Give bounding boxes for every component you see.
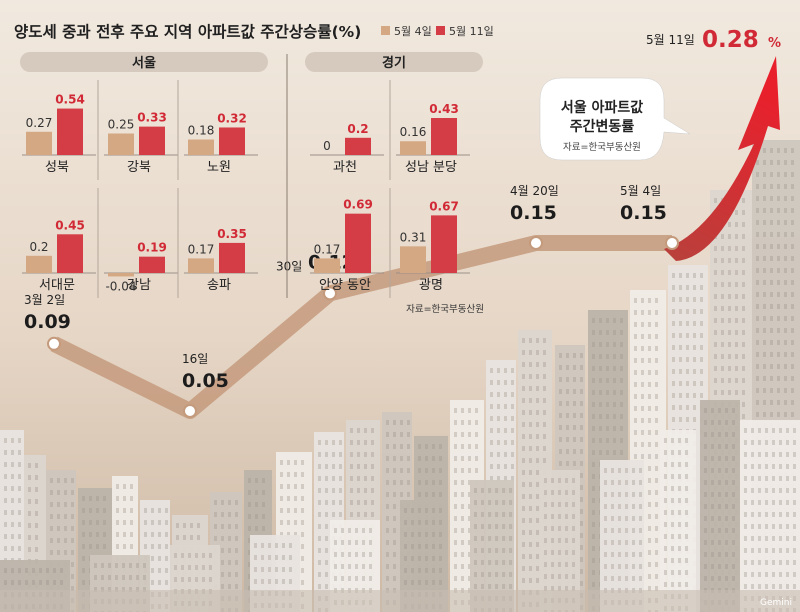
bar-value-label: 0.43 bbox=[429, 102, 459, 116]
bar-value-label: 0 bbox=[323, 139, 331, 153]
bar-group-강북: 0.25 0.33 강북 bbox=[104, 111, 178, 175]
callout-title-line2: 주간변동률 bbox=[570, 118, 635, 135]
bar-group-성북: 0.270.54 성북 bbox=[22, 93, 96, 175]
panel-header-seoul bbox=[20, 52, 268, 72]
bar-may11 bbox=[219, 242, 245, 273]
bar-value-label: 0.54 bbox=[55, 93, 85, 107]
line-date-label: 5월 4일 bbox=[620, 184, 661, 198]
line-point bbox=[665, 236, 679, 250]
bar-value-label: 0.31 bbox=[400, 230, 427, 244]
bar-category-label: 성남 분당 bbox=[405, 160, 457, 175]
bar-group-노원: 0.180.32 노원 bbox=[184, 111, 258, 175]
bar-may11 bbox=[345, 137, 371, 155]
city-skyline bbox=[0, 140, 800, 612]
panel-header-gyeonggi bbox=[305, 52, 483, 72]
bar-may11 bbox=[139, 256, 165, 273]
panel-header-seoul-label: 서울 bbox=[132, 55, 156, 71]
bar-may11 bbox=[345, 213, 371, 273]
bar-group-성남-분당: 0.160.43 성남 분당 bbox=[396, 102, 470, 175]
bar-value-label: 0.67 bbox=[429, 199, 459, 213]
bar-may11 bbox=[57, 234, 83, 273]
bar-category-label: 강북 bbox=[127, 160, 151, 175]
bar-may4 bbox=[108, 273, 134, 277]
watermark: Gemini bbox=[760, 598, 792, 608]
bar-category-label: 노원 bbox=[207, 160, 231, 175]
panel-header-gyeonggi-label: 경기 bbox=[382, 55, 406, 71]
bar-may11 bbox=[139, 126, 165, 155]
bar-may4 bbox=[188, 139, 214, 155]
bar-chart-source: 자료=한국부동산원 bbox=[406, 304, 484, 315]
legend-swatch-may11 bbox=[436, 26, 445, 35]
bar-value-label: 0.2 bbox=[29, 240, 48, 254]
line-date-label: 4월 20일 bbox=[510, 184, 559, 198]
bar-category-label: 과천 bbox=[333, 160, 357, 175]
bar-value-label: 0.35 bbox=[217, 227, 247, 241]
line-unit-label: % bbox=[768, 36, 781, 51]
bar-value-label: 0.18 bbox=[188, 124, 215, 138]
line-point bbox=[47, 336, 61, 351]
line-point bbox=[183, 404, 197, 418]
bar-value-label: 0.27 bbox=[26, 116, 53, 130]
rising-arrow bbox=[664, 56, 780, 261]
bar-group-송파: 0.170.35 송파 bbox=[184, 227, 258, 293]
bar-category-label: 송파 bbox=[207, 278, 231, 293]
line-date-label: 30일 bbox=[276, 259, 302, 273]
line-date-label: 16일 bbox=[182, 352, 208, 366]
bar-may4 bbox=[400, 246, 426, 273]
bar-may11 bbox=[431, 118, 457, 155]
bar-value-label: 0.32 bbox=[217, 111, 247, 125]
bar-may4 bbox=[26, 255, 52, 273]
bar-may4 bbox=[26, 131, 52, 155]
bar-value-label: 0.16 bbox=[400, 125, 427, 139]
bar-category-label: 강남 bbox=[127, 278, 151, 293]
line-point bbox=[529, 236, 543, 250]
line-value-label: 0.15 bbox=[510, 202, 557, 224]
bar-group-강남: -0.04 0.19 강남 bbox=[104, 241, 178, 293]
bar-category-label: 서대문 bbox=[39, 278, 75, 293]
bar-may11 bbox=[431, 215, 457, 273]
bar-group-서대문: 0.2 0.45 서대문 bbox=[22, 218, 96, 293]
callout-title-line1: 서울 아파트값 bbox=[561, 99, 643, 116]
bar-category-label: 안양 동안 bbox=[319, 278, 371, 293]
callout-source: 자료=한국부동산원 bbox=[563, 142, 641, 153]
bar-value-label: 0.25 bbox=[108, 118, 135, 132]
bar-value-label: 0.17 bbox=[188, 242, 215, 256]
bar-may11 bbox=[219, 127, 245, 155]
bar-may11 bbox=[57, 108, 83, 155]
legend-label-may4: 5월 4일 bbox=[394, 24, 432, 38]
bar-may4 bbox=[400, 141, 426, 155]
line-point bbox=[323, 286, 337, 301]
bar-may4 bbox=[108, 133, 134, 155]
line-date-label: 3월 2일 bbox=[24, 293, 65, 307]
line-value-label-final: 0.28 bbox=[702, 27, 759, 53]
callout-bubble: 서울 아파트값 주간변동률 자료=한국부동산원 bbox=[539, 77, 691, 161]
bar-may4 bbox=[314, 258, 340, 273]
bar-group-과천: 0 0.2 과천 bbox=[310, 122, 384, 175]
bar-value-label: 0.17 bbox=[314, 242, 341, 256]
bar-category-label: 성북 bbox=[45, 160, 69, 175]
bar-value-label: 0.33 bbox=[137, 111, 167, 125]
line-value-label: 0.05 bbox=[182, 370, 229, 392]
line-value-label: 0.09 bbox=[24, 311, 71, 333]
bar-chart-title: 양도세 중과 전후 주요 지역 아파트값 주간상승률(%) bbox=[14, 22, 361, 41]
bar-category-label: 광명 bbox=[419, 278, 443, 293]
regional-bar-chart: 양도세 중과 전후 주요 지역 아파트값 주간상승률(%) 5월 4일 5월 1… bbox=[14, 22, 494, 315]
bar-value-label: 0.19 bbox=[137, 241, 167, 255]
legend-swatch-may4 bbox=[381, 26, 390, 35]
bar-group-안양-동안: 0.17 0.69 안양 동안 bbox=[310, 198, 384, 293]
bar-value-label: 0.2 bbox=[347, 122, 368, 136]
bar-value-label: 0.69 bbox=[343, 198, 373, 212]
bar-may4 bbox=[188, 258, 214, 273]
bar-value-label: -0.04 bbox=[105, 279, 136, 293]
bar-value-label: 0.45 bbox=[55, 218, 85, 232]
legend-label-may11: 5월 11일 bbox=[449, 24, 494, 38]
line-date-label-final: 5월 11일 bbox=[646, 33, 695, 47]
bar-group-광명: 0.31 0.67 광명 bbox=[396, 199, 470, 293]
line-value-label: 0.15 bbox=[620, 202, 667, 224]
